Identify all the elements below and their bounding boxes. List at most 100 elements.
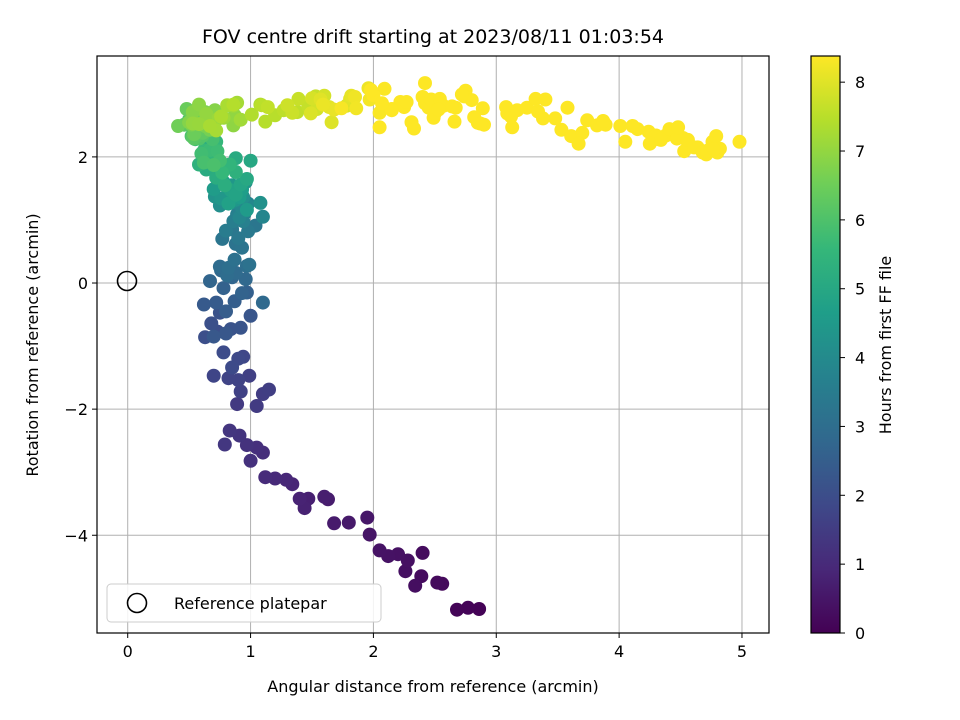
data-point [260,100,275,115]
data-point [709,129,724,144]
data-point [706,142,721,157]
data-point [548,111,563,126]
data-point [192,117,206,132]
data-point [360,510,375,525]
x-tick-label: 4 [614,642,624,661]
y-axis-label: Rotation from reference (arcmin) [23,213,42,476]
data-point [255,209,270,224]
data-point [407,121,421,136]
data-point [472,602,487,616]
data-point [199,107,214,121]
data-point [239,172,254,186]
data-point [204,316,219,331]
data-point [653,132,668,147]
colorbar-tick-label: 8 [855,73,865,92]
legend-box [106,583,382,623]
data-point [280,98,295,113]
data-point [243,153,258,168]
x-tick-label: 5 [737,642,747,661]
data-point [445,99,459,114]
data-point [538,92,553,107]
data-point [221,371,236,386]
colorbar-ticks: 0 1 2 3 4 5 6 7 8 [840,73,865,643]
data-point [214,109,229,124]
data-point [255,295,270,310]
data-point [230,397,245,412]
data-point [227,252,242,267]
data-point [575,125,590,140]
data-point [613,119,628,133]
legend-marker [126,592,148,614]
data-point [671,120,686,135]
data-point [669,131,684,146]
data-point [349,101,364,116]
data-point [216,281,231,296]
data-point [560,100,575,115]
data-point [206,182,221,197]
colorbar-tick-label: 4 [855,349,865,368]
grid [97,56,769,633]
data-point [203,274,217,289]
data-point [316,97,330,112]
data-point [206,329,221,344]
plot-area [96,55,770,634]
data-point [226,97,241,112]
colorbar-tick-label: 2 [855,486,865,505]
data-point [196,297,211,312]
data-point [520,100,534,115]
colorbar-gradient [810,55,841,634]
reference-point-marker [116,270,138,292]
colorbar-tick-label: 6 [855,211,865,230]
data-point [219,304,233,319]
data-point [233,384,248,399]
data-point [408,578,423,593]
data-point [249,399,264,413]
colorbar-tick-label: 0 [855,624,865,643]
data-point [475,101,490,116]
data-point [258,470,273,485]
data-point [203,119,217,133]
data-point [364,83,378,98]
data-point [454,87,469,102]
data-point [531,104,545,119]
data-point [348,90,362,104]
data-point [324,115,339,130]
data-point [243,308,258,323]
x-tick-label: 3 [491,642,501,661]
data-point [372,120,387,135]
colorbar: 0 1 2 3 4 5 6 7 8 Hours from first FF file [810,55,895,643]
y-tick-label: −2 [64,400,88,419]
data-point [505,120,520,135]
data-point [625,119,640,133]
x-axis: 0 1 2 3 4 5 [123,633,747,661]
data-point [292,491,307,506]
data-point [398,564,413,579]
legend-label: Reference platepar [174,594,327,613]
data-point [171,119,186,133]
legend: Reference platepar [106,583,382,623]
x-tick-label: 2 [368,642,378,661]
data-point [317,489,332,504]
data-point [399,95,414,109]
data-point [642,136,657,151]
data-point [447,114,462,129]
x-axis-label: Angular distance from reference (arcmin) [267,677,598,696]
data-point [216,345,231,360]
data-point [372,543,387,558]
data-point [242,368,257,383]
data-point [334,101,349,116]
colorbar-tick-label: 3 [855,417,865,436]
y-tick-label: 0 [78,274,88,293]
data-point [244,107,259,122]
data-point [341,515,356,530]
data-point [430,575,445,590]
data-point [375,96,389,111]
data-point [239,202,254,217]
data-point [239,438,254,453]
plot-frame [96,55,770,634]
data-point [233,112,248,127]
data-point [327,516,342,531]
data-point [291,91,306,106]
data-point [225,360,240,375]
data-point [362,527,377,542]
